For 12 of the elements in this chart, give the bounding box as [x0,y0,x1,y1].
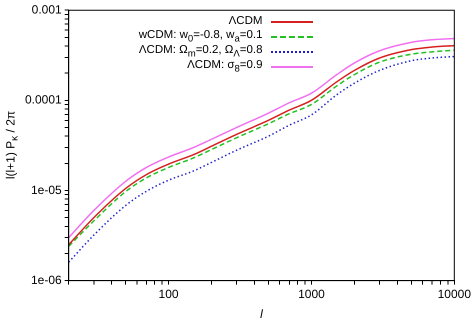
legend-label: wCDM: w$_{0}$=-0.8, w$_{a}$=0.1 [138,28,262,45]
y-tick-label: 0.0001 [25,92,62,107]
y-tick-label: 1e-05 [31,182,62,197]
x-tick-label: 10000 [438,287,472,302]
legend-label: ΛCDM: Ω$_{m}$=0.2, Ω$_{Λ}$=0.8 [138,44,262,60]
legend-label: ΛCDM [228,15,262,28]
legend-label: ΛCDM: σ$_{8}$=0.9 [187,58,262,75]
x-axis-title: l [260,307,263,321]
y-tick-label: 1e-06 [31,272,62,287]
x-tick-label: 1000 [298,287,326,302]
y-tick-label: 0.001 [32,2,62,17]
x-tick-label: 100 [158,287,179,302]
